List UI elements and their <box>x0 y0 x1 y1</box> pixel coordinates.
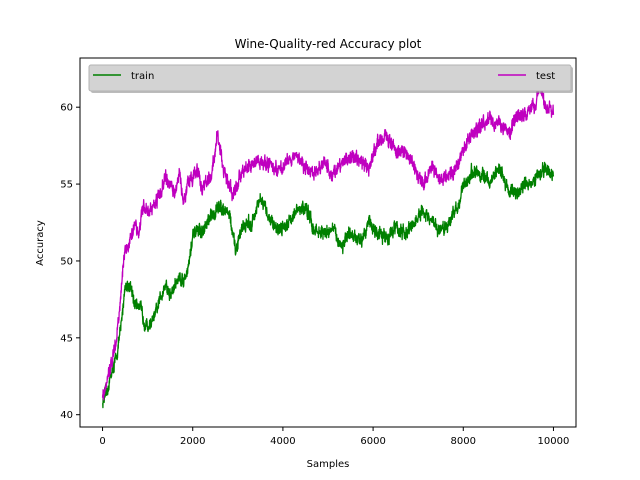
plot-frame <box>79 57 577 428</box>
legend-label-train: train <box>131 71 154 82</box>
series-line-test <box>101 76 555 401</box>
x-axis: 0 2000 4000 6000 8000 10000 <box>99 427 569 447</box>
y-axis-label: Accuracy <box>35 220 46 266</box>
x-tick-label: 2000 <box>180 436 205 447</box>
y-axis: 40 45 50 55 60 <box>60 103 80 421</box>
x-tick-label: 8000 <box>451 436 476 447</box>
y-tick-label: 55 <box>60 180 73 191</box>
x-tick-label: 0 <box>99 436 105 447</box>
x-tick-label: 6000 <box>360 436 385 447</box>
y-tick-label: 50 <box>60 256 73 267</box>
legend-label-test: test <box>536 71 555 82</box>
y-tick-label: 60 <box>60 103 73 114</box>
y-tick-label: 40 <box>60 410 73 421</box>
x-tick-label: 4000 <box>270 436 295 447</box>
series-lines <box>101 76 555 409</box>
series-line-train <box>102 161 555 409</box>
legend-box <box>88 64 572 92</box>
y-tick-label: 45 <box>60 333 73 344</box>
x-axis-label: Samples <box>307 459 350 470</box>
chart-title: Wine-Quality-red Accuracy plot <box>235 37 422 51</box>
legend: train test <box>88 64 573 93</box>
x-tick-label: 10000 <box>538 436 570 447</box>
